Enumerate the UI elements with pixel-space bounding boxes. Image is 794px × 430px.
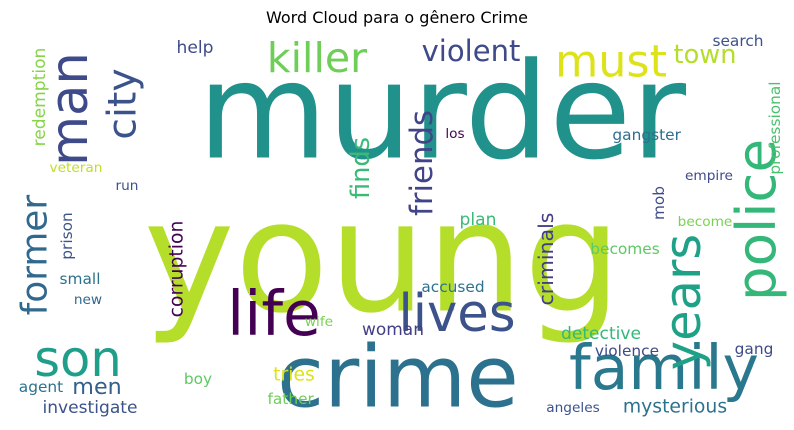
word-redemption: redemption — [30, 48, 50, 147]
word-veteran: veteran — [50, 160, 103, 176]
word-murder: murder — [198, 35, 687, 190]
word-plan: plan — [460, 210, 497, 230]
word-man: man — [40, 52, 100, 166]
word-young: young — [144, 169, 622, 348]
word-killer: killer — [267, 34, 367, 82]
word-lives: lives — [398, 284, 515, 344]
word-family: family — [569, 332, 759, 404]
word-tries: tries — [273, 365, 315, 386]
word-life: life — [227, 278, 321, 350]
word-become: become — [678, 214, 733, 230]
word-angeles: angeles — [546, 400, 599, 416]
word-violent: violent — [422, 34, 521, 68]
word-men: men — [72, 374, 121, 400]
word-gangster: gangster — [612, 126, 681, 144]
word-violence: violence — [595, 342, 659, 360]
chart-title: Word Cloud para o gênero Crime — [265, 8, 528, 27]
word-run: run — [116, 178, 139, 194]
word-criminals: criminals — [534, 213, 558, 306]
word-new: new — [74, 292, 102, 308]
word-prison: prison — [58, 212, 76, 260]
word-empire: empire — [685, 168, 733, 184]
word-must: must — [555, 37, 667, 88]
word-father: father — [267, 390, 314, 408]
word-boy: boy — [184, 370, 212, 388]
word-agent: agent — [19, 378, 63, 396]
word-becomes: becomes — [590, 240, 660, 258]
word-mob: mob — [650, 186, 668, 220]
word-friends: friends — [404, 110, 440, 216]
word-former: former — [15, 195, 56, 316]
word-search: search — [712, 32, 763, 50]
word-mysterious: mysterious — [623, 397, 727, 418]
word-los: los — [445, 126, 464, 142]
word-son: son — [34, 330, 122, 388]
word-corruption: corruption — [167, 221, 188, 318]
word-detective: detective — [561, 324, 641, 344]
word-police: police — [724, 139, 788, 301]
word-years: years — [654, 234, 712, 370]
word-investigate: investigate — [42, 398, 137, 418]
word-city: city — [101, 68, 146, 139]
word-town: town — [674, 40, 737, 70]
word-help: help — [177, 38, 214, 58]
word-professional: professional — [766, 81, 784, 174]
word-woman: woman — [362, 320, 424, 340]
word-wife: wife — [305, 314, 333, 330]
word-crime: crime — [277, 329, 519, 428]
word-gang: gang — [735, 340, 774, 358]
word-accused: accused — [421, 278, 484, 296]
word-small: small — [60, 270, 101, 288]
word-finds: finds — [346, 137, 376, 199]
